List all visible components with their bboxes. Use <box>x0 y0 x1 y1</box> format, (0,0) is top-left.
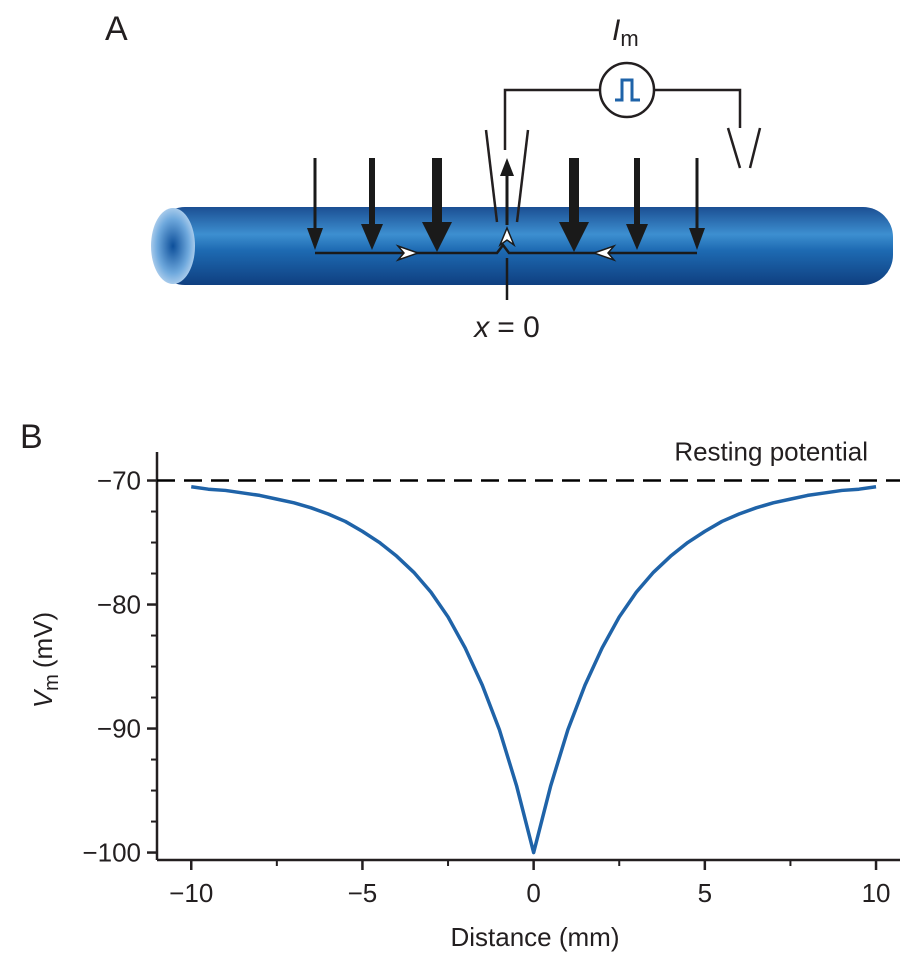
x-axis-label: Distance (mm) <box>450 922 619 952</box>
axon-end <box>151 208 195 284</box>
y-tick-label: −70 <box>97 466 141 496</box>
reference-label: Resting potential <box>674 437 868 467</box>
axon <box>155 207 893 285</box>
panel-label: A <box>105 10 128 48</box>
x-tick-label: 5 <box>698 878 712 908</box>
circuit <box>484 61 762 223</box>
data-line <box>190 484 877 855</box>
x-tick-label: 10 <box>862 878 891 908</box>
current-arrows <box>307 158 705 300</box>
y-tick-label: −100 <box>82 838 141 868</box>
pulse-icon <box>615 78 640 102</box>
y-tick-label: −80 <box>97 590 141 620</box>
y-axis-label: Vm(mV) <box>28 612 63 708</box>
x-tick-label: 0 <box>526 878 540 908</box>
y-tick-label: −90 <box>97 714 141 744</box>
current-label: Im <box>612 14 639 51</box>
panel-label: B <box>20 418 43 456</box>
position-label: x = 0 <box>472 311 540 344</box>
x-tick-label: −5 <box>348 878 378 908</box>
x-tick-label: −10 <box>169 878 213 908</box>
